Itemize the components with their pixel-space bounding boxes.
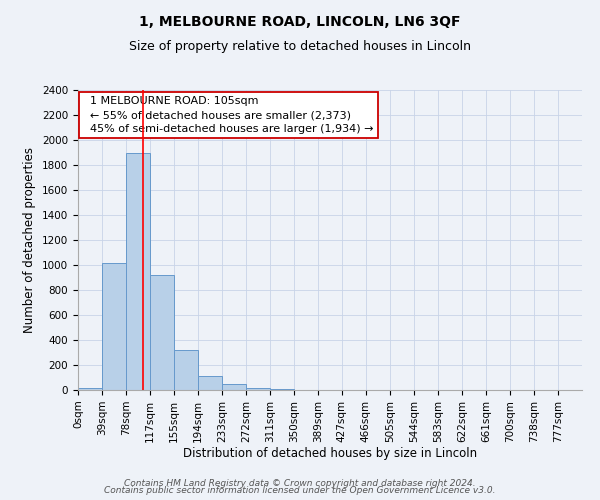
- Bar: [78, 388, 102, 390]
- Bar: [174, 350, 198, 390]
- Bar: [126, 152, 150, 390]
- Bar: [246, 388, 270, 390]
- Bar: [222, 384, 246, 390]
- Text: Contains HM Land Registry data © Crown copyright and database right 2024.: Contains HM Land Registry data © Crown c…: [124, 478, 476, 488]
- Text: Contains public sector information licensed under the Open Government Licence v3: Contains public sector information licen…: [104, 486, 496, 495]
- Text: 1, MELBOURNE ROAD, LINCOLN, LN6 3QF: 1, MELBOURNE ROAD, LINCOLN, LN6 3QF: [139, 15, 461, 29]
- Text: Size of property relative to detached houses in Lincoln: Size of property relative to detached ho…: [129, 40, 471, 53]
- Text: 1 MELBOURNE ROAD: 105sqm
  ← 55% of detached houses are smaller (2,373)
  45% of: 1 MELBOURNE ROAD: 105sqm ← 55% of detach…: [83, 96, 374, 134]
- Y-axis label: Number of detached properties: Number of detached properties: [23, 147, 37, 333]
- X-axis label: Distribution of detached houses by size in Lincoln: Distribution of detached houses by size …: [183, 448, 477, 460]
- Bar: [150, 275, 175, 390]
- Bar: [270, 389, 294, 390]
- Bar: [198, 376, 222, 390]
- Bar: [102, 262, 126, 390]
